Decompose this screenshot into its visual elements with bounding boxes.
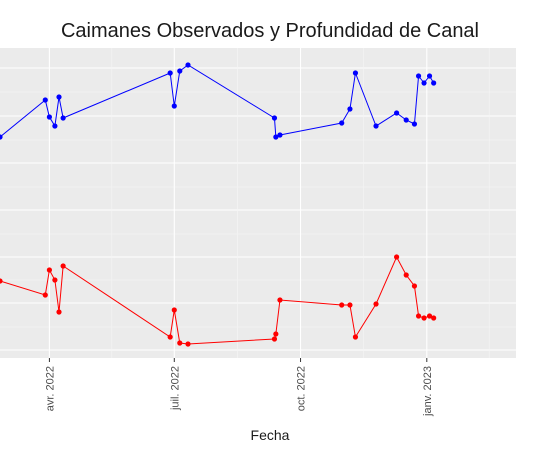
data-point bbox=[46, 267, 53, 273]
data-point bbox=[171, 307, 177, 313]
data-point bbox=[46, 114, 53, 120]
data-point bbox=[167, 334, 173, 340]
data-point bbox=[0, 134, 3, 140]
data-point bbox=[339, 120, 345, 126]
data-point bbox=[415, 73, 422, 79]
x-tick-label: juil. 2022 bbox=[169, 366, 181, 411]
data-point bbox=[277, 132, 283, 138]
data-point bbox=[42, 292, 48, 298]
data-point bbox=[52, 123, 58, 129]
data-point bbox=[421, 80, 427, 86]
x-axis-label: Fecha bbox=[250, 427, 290, 443]
data-point bbox=[352, 70, 359, 76]
data-point bbox=[403, 117, 409, 123]
data-point bbox=[339, 302, 345, 308]
data-point bbox=[403, 272, 409, 278]
data-point bbox=[415, 313, 422, 319]
data-point bbox=[42, 97, 48, 103]
data-point bbox=[431, 80, 437, 86]
data-point bbox=[0, 278, 3, 284]
data-point bbox=[271, 336, 278, 342]
x-tick-label: oct. 2022 bbox=[296, 366, 308, 411]
data-point bbox=[347, 106, 353, 112]
data-point bbox=[411, 283, 418, 289]
data-point bbox=[394, 254, 400, 260]
data-point bbox=[426, 313, 433, 319]
data-point bbox=[411, 121, 418, 127]
data-point bbox=[271, 115, 278, 121]
data-point bbox=[273, 134, 279, 140]
data-point bbox=[421, 315, 427, 321]
data-point bbox=[177, 68, 183, 74]
x-tick-label: janv. 2023 bbox=[422, 366, 434, 417]
data-point bbox=[171, 103, 177, 109]
series-line-2 bbox=[0, 255, 434, 345]
data-point bbox=[60, 115, 66, 121]
data-point bbox=[56, 309, 62, 315]
data-point bbox=[373, 301, 379, 307]
data-point bbox=[426, 73, 433, 79]
data-point bbox=[185, 341, 191, 347]
data-point bbox=[177, 340, 183, 346]
panel-background bbox=[0, 48, 516, 358]
x-tick-label: avr. 2022 bbox=[44, 366, 56, 411]
data-point bbox=[60, 263, 66, 269]
data-point bbox=[52, 277, 58, 283]
data-point bbox=[273, 331, 279, 337]
chart-title: Caimanes Observados y Profundidad de Can… bbox=[60, 20, 480, 42]
data-point bbox=[394, 110, 400, 116]
data-point bbox=[347, 302, 353, 308]
data-point bbox=[167, 70, 173, 76]
data-point bbox=[277, 297, 283, 303]
data-point bbox=[56, 94, 62, 100]
data-point bbox=[373, 123, 379, 129]
data-point bbox=[185, 62, 191, 68]
data-point bbox=[431, 315, 437, 321]
data-point bbox=[352, 334, 359, 340]
